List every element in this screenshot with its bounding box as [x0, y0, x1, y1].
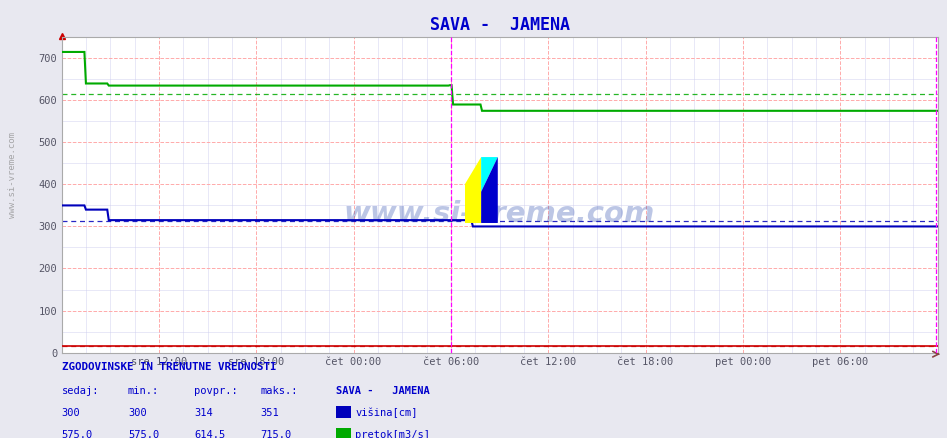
Text: 575.0: 575.0 [128, 430, 159, 438]
Title: SAVA -  JAMENA: SAVA - JAMENA [430, 16, 569, 34]
Text: 351: 351 [260, 408, 279, 418]
Text: povpr.:: povpr.: [194, 386, 238, 396]
Text: 614.5: 614.5 [194, 430, 225, 438]
Polygon shape [465, 157, 481, 223]
Text: 300: 300 [128, 408, 147, 418]
Polygon shape [481, 157, 498, 223]
Text: višina[cm]: višina[cm] [355, 408, 418, 418]
Text: www.si-vreme.com: www.si-vreme.com [344, 200, 655, 228]
Text: sedaj:: sedaj: [62, 386, 99, 396]
Text: ZGODOVINSKE IN TRENUTNE VREDNOSTI: ZGODOVINSKE IN TRENUTNE VREDNOSTI [62, 362, 277, 372]
Text: 314: 314 [194, 408, 213, 418]
Text: min.:: min.: [128, 386, 159, 396]
Text: 300: 300 [62, 408, 80, 418]
Text: pretok[m3/s]: pretok[m3/s] [355, 430, 430, 438]
Text: 715.0: 715.0 [260, 430, 292, 438]
Text: SAVA -   JAMENA: SAVA - JAMENA [336, 386, 430, 396]
Polygon shape [481, 157, 498, 192]
Text: maks.:: maks.: [260, 386, 298, 396]
Text: www.si-vreme.com: www.si-vreme.com [8, 132, 17, 218]
Text: 575.0: 575.0 [62, 430, 93, 438]
